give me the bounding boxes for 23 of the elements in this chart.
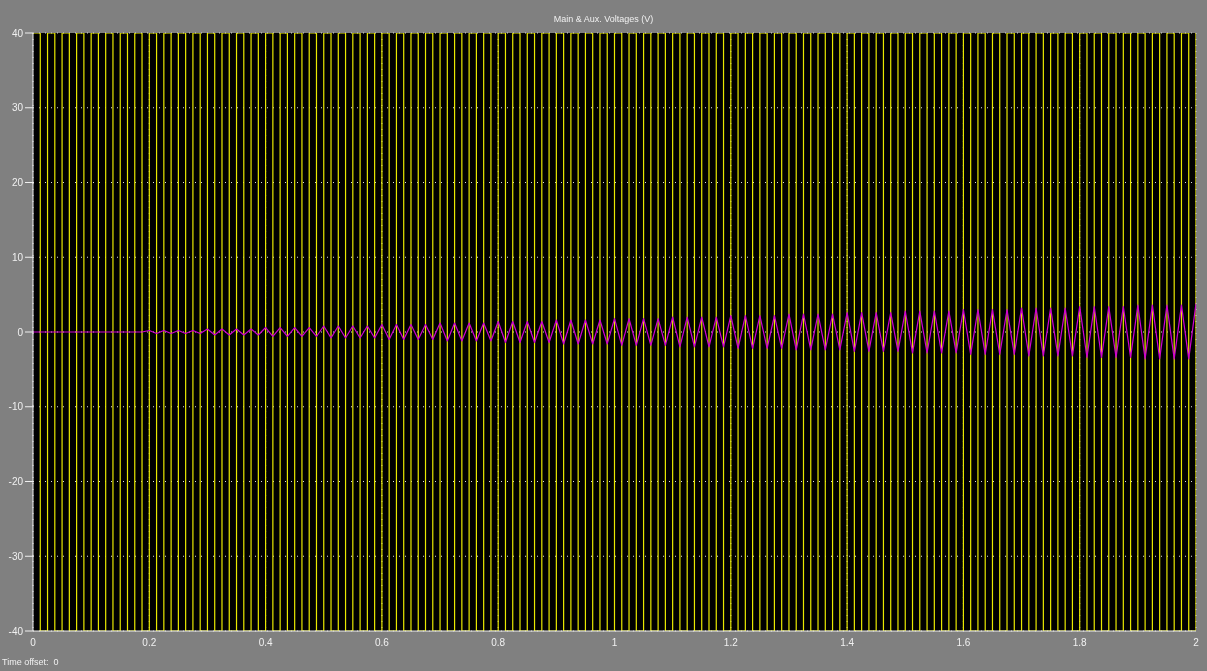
y-tick-label: -40 [8,625,24,637]
x-tick-label: 0.8 [491,637,506,649]
x-tick-label: 1.8 [1072,637,1088,649]
x-tick-label: 2 [1193,637,1200,649]
x-tick-label: 0.6 [374,637,390,649]
y-tick-label: -30 [8,550,24,562]
y-tick-label: 0 [17,326,24,338]
x-tick-label: 1.2 [723,637,739,649]
y-tick-label: 20 [11,177,24,189]
chart-title: Main & Aux. Voltages (V) [552,14,655,24]
y-tick-label: 30 [11,102,24,114]
text: Time offset: 0 [2,657,59,667]
x-tick-label: 0.4 [258,637,273,649]
x-tick-label: 1.6 [956,637,971,649]
y-tick-label: -10 [8,401,24,413]
y-tick-label: 10 [11,251,24,263]
y-tick-label: 40 [11,27,24,39]
x-tick-label: 0 [30,637,37,649]
x-tick-label: 1 [611,637,618,649]
line-series [33,303,1196,360]
y-tick-label: -20 [8,476,24,488]
x-tick-label: 0.2 [142,637,157,649]
x-tick-label: 1.4 [840,637,855,649]
